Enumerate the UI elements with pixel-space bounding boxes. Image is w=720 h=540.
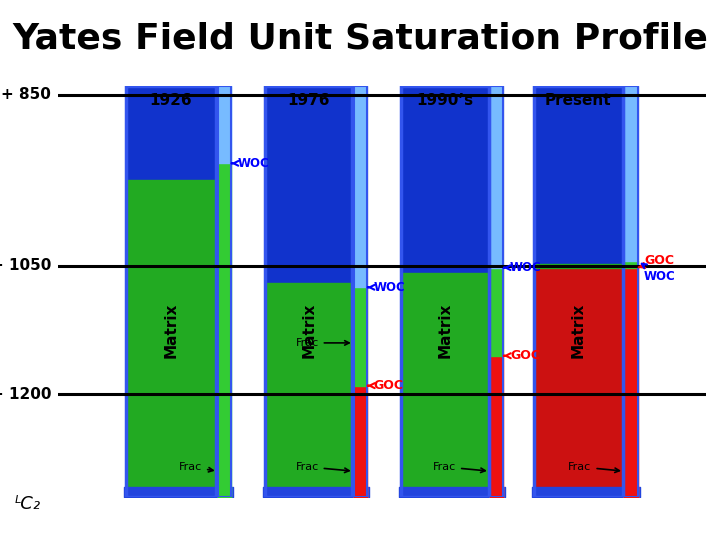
Text: + 850: + 850 <box>1 87 51 103</box>
Text: GOC: GOC <box>639 254 674 268</box>
Text: Matrix: Matrix <box>301 302 316 358</box>
Text: Matrix: Matrix <box>163 302 179 358</box>
Text: 1990’s: 1990’s <box>416 93 473 108</box>
Text: WOC: WOC <box>232 157 269 170</box>
Bar <box>265 86 353 497</box>
Bar <box>401 86 489 497</box>
Text: Matrix: Matrix <box>571 302 586 358</box>
Bar <box>490 86 503 497</box>
Text: Frac: Frac <box>295 338 349 348</box>
Bar <box>534 86 623 497</box>
Text: 1926: 1926 <box>150 93 192 108</box>
Text: WOC: WOC <box>504 261 541 274</box>
Text: Frac: Frac <box>568 462 619 472</box>
Text: ᴸC₂: ᴸC₂ <box>14 495 40 513</box>
Text: Frac: Frac <box>179 462 213 472</box>
Text: + 1200: + 1200 <box>0 387 51 402</box>
Bar <box>624 86 638 497</box>
Bar <box>217 86 231 497</box>
Bar <box>125 86 217 497</box>
Bar <box>354 86 367 497</box>
Text: + 1050: + 1050 <box>0 259 51 273</box>
Text: WOC: WOC <box>368 281 405 294</box>
Text: Frac: Frac <box>295 462 349 472</box>
Text: Frac: Frac <box>433 462 485 472</box>
Text: WOC: WOC <box>642 264 676 283</box>
Text: GOC: GOC <box>504 349 540 362</box>
Text: GOC: GOC <box>368 379 404 392</box>
Text: Present: Present <box>545 93 611 108</box>
Text: 1976: 1976 <box>287 93 330 108</box>
Text: Matrix: Matrix <box>437 302 452 358</box>
Text: Yates Field Unit Saturation Profile: Yates Field Unit Saturation Profile <box>12 22 708 56</box>
